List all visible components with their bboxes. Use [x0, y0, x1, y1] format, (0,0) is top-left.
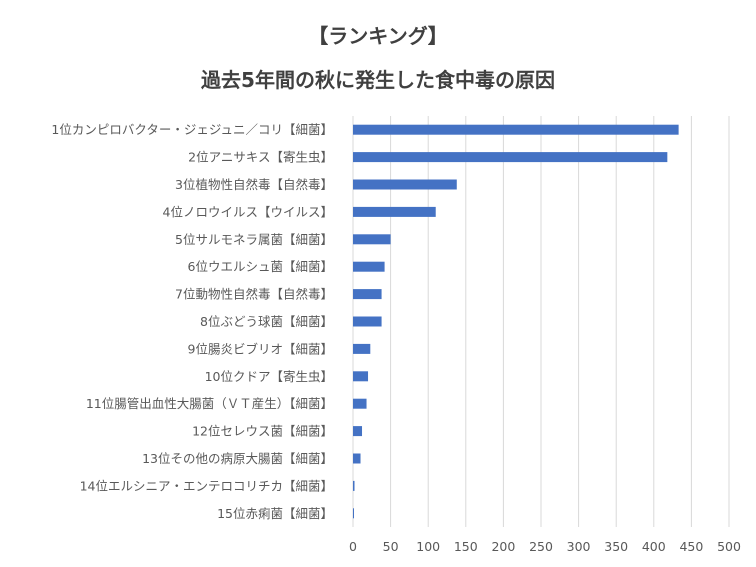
- bar: [353, 179, 457, 190]
- x-tick-label: 450: [679, 539, 703, 554]
- category-label: 6位ウエルシュ菌【細菌】: [188, 259, 333, 274]
- bar: [353, 371, 369, 382]
- category-label: 15位赤痢菌【細菌】: [217, 506, 333, 521]
- x-tick-label: 150: [454, 539, 478, 554]
- x-tick-label: 300: [567, 539, 591, 554]
- bar: [353, 480, 355, 491]
- category-label: 3位植物性自然毒【自然毒】: [175, 177, 333, 192]
- category-label: 8位ぶどう球菌【細菌】: [200, 314, 333, 329]
- bar: [353, 316, 382, 327]
- x-tick-label: 0: [349, 539, 357, 554]
- bar: [353, 152, 668, 163]
- bar: [353, 343, 371, 354]
- bar: [353, 206, 436, 217]
- x-tick-label: 500: [717, 539, 741, 554]
- category-label: 9位腸炎ビブリオ【細菌】: [188, 341, 333, 356]
- bar: [353, 398, 367, 409]
- category-label: 13位その他の病原大腸菌【細菌】: [142, 451, 333, 466]
- bar: [353, 124, 679, 135]
- bar: [353, 453, 361, 464]
- x-tick-label: 400: [642, 539, 666, 554]
- bar: [353, 261, 385, 272]
- x-tick-label: 350: [604, 539, 628, 554]
- category-label: 11位腸管出血性大腸菌（ＶＴ産生）【細菌】: [86, 396, 333, 411]
- bar: [353, 234, 391, 245]
- x-tick-label: 100: [416, 539, 440, 554]
- bar: [353, 508, 354, 519]
- chart-subtitle: 過去5年間の秋に発生した食中毒の原因: [201, 68, 555, 92]
- bar: [353, 426, 363, 437]
- category-label: 5位サルモネラ属菌【細菌】: [175, 232, 333, 247]
- x-tick-label: 50: [383, 539, 399, 554]
- category-label: 7位動物性自然毒【自然毒】: [175, 287, 333, 302]
- bar: [353, 289, 382, 300]
- category-label: 12位セレウス菌【細菌】: [192, 424, 333, 439]
- x-tick-label: 250: [529, 539, 553, 554]
- chart-title: 【ランキング】: [308, 24, 448, 48]
- category-label: 10位クドア【寄生虫】: [205, 369, 333, 384]
- category-label: 2位アニサキス【寄生虫】: [188, 150, 333, 165]
- category-label: 1位カンピロバクター・ジェジュニ／コリ【細菌】: [51, 122, 333, 137]
- category-label: 14位エルシニア・エンテロコリチカ【細菌】: [80, 478, 333, 493]
- x-tick-label: 200: [491, 539, 515, 554]
- category-label: 4位ノロウイルス【ウイルス】: [163, 204, 333, 219]
